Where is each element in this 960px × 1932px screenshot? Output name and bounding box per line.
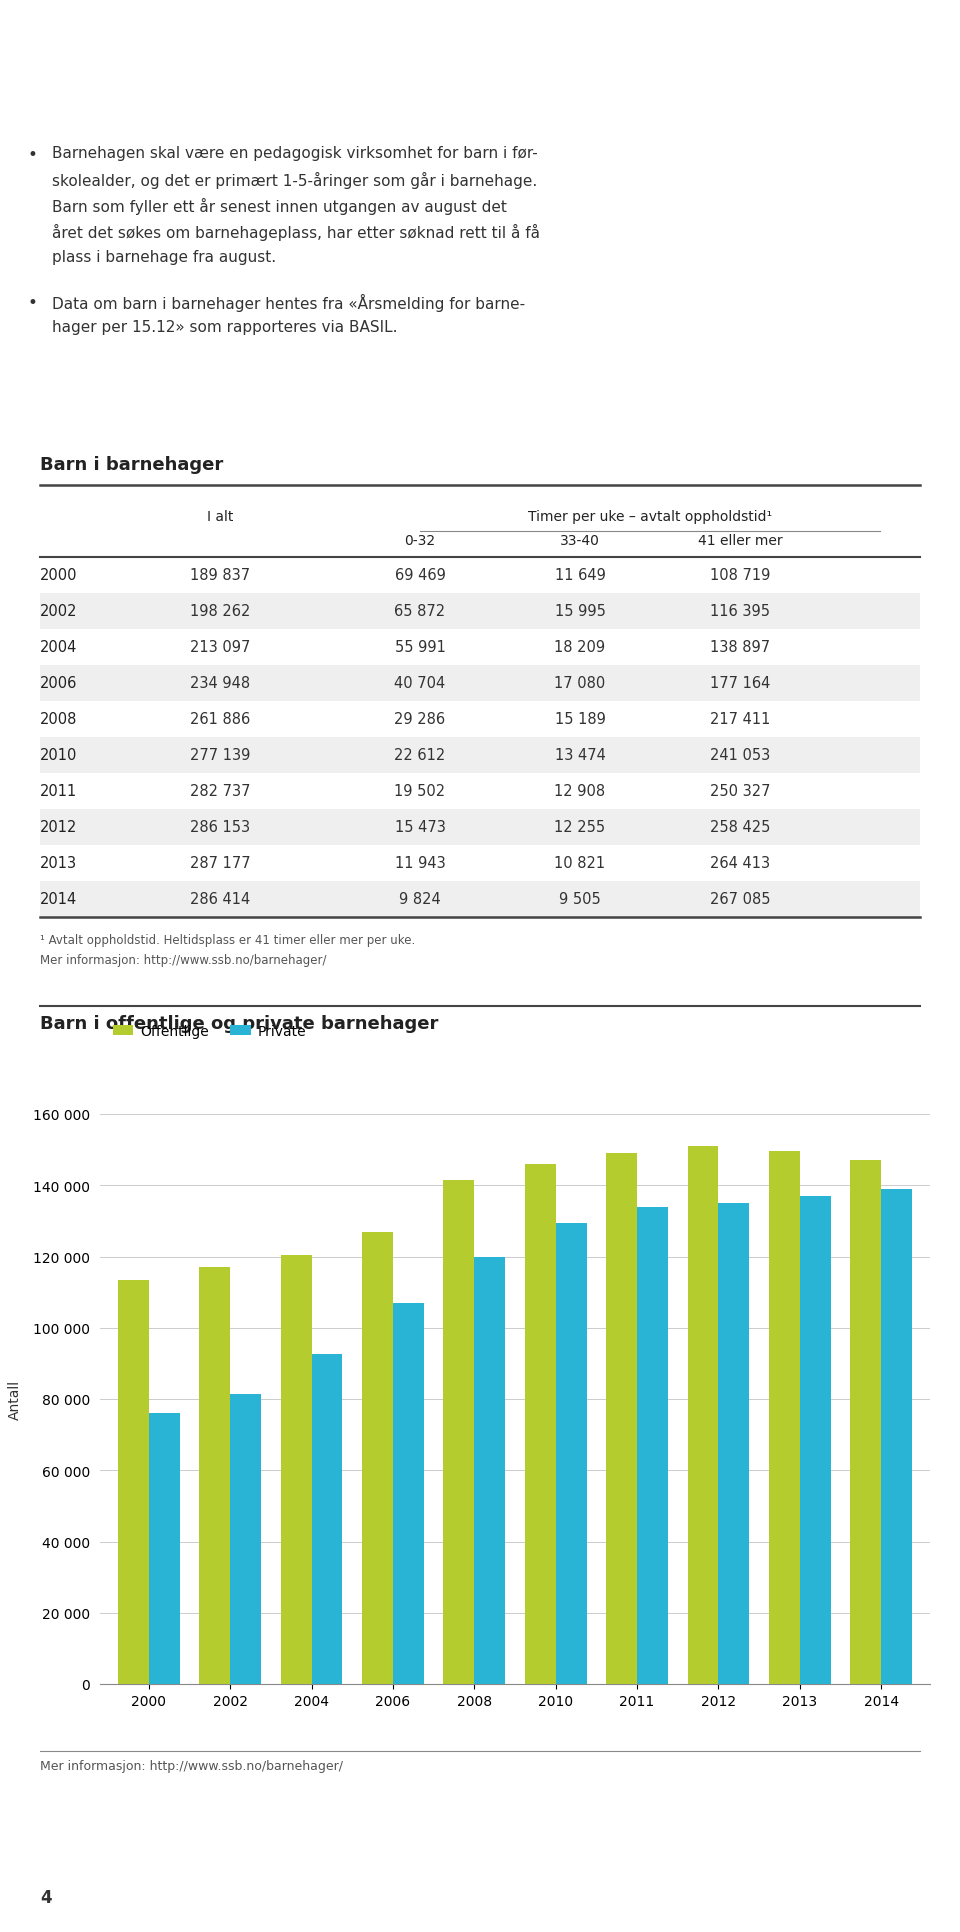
Text: 11 943: 11 943	[395, 856, 445, 871]
Text: 138 897: 138 897	[710, 639, 770, 655]
Text: 17 080: 17 080	[554, 676, 606, 692]
Text: 0-32: 0-32	[404, 533, 436, 547]
Text: •: •	[28, 294, 37, 311]
Text: 189 837: 189 837	[190, 568, 250, 583]
Bar	[474, 1258, 505, 1685]
Bar	[40, 810, 920, 846]
Text: 55 991: 55 991	[395, 639, 445, 655]
Legend: Offentlige, Private: Offentlige, Private	[107, 1018, 312, 1043]
Text: Mer informasjon: http://www.ssb.no/barnehager/: Mer informasjon: http://www.ssb.no/barne…	[40, 1760, 343, 1772]
Bar	[312, 1354, 343, 1685]
Bar	[118, 1281, 149, 1685]
Text: 2011: 2011	[40, 784, 77, 800]
Bar	[362, 1233, 393, 1685]
Text: 250 327: 250 327	[709, 784, 770, 800]
Bar	[718, 1204, 750, 1685]
Text: plass i barnehage fra august.: plass i barnehage fra august.	[52, 249, 276, 265]
Text: 15 189: 15 189	[555, 713, 606, 726]
Text: 9 505: 9 505	[559, 893, 601, 906]
Text: 2010: 2010	[40, 748, 78, 763]
Text: 258 425: 258 425	[709, 819, 770, 835]
Text: 12 908: 12 908	[555, 784, 606, 800]
Text: 108 719: 108 719	[709, 568, 770, 583]
Text: 264 413: 264 413	[710, 856, 770, 871]
Text: skolealder, og det er primært 1-5-åringer som går i barnehage.: skolealder, og det er primært 1-5-åringe…	[52, 172, 538, 189]
Text: 13 474: 13 474	[555, 748, 606, 763]
Bar	[393, 1304, 424, 1685]
Text: 33-40: 33-40	[560, 533, 600, 547]
Bar	[40, 738, 920, 773]
Bar	[851, 1161, 881, 1685]
Bar	[149, 1414, 180, 1685]
Text: 261 886: 261 886	[190, 713, 251, 726]
Text: 267 085: 267 085	[709, 893, 770, 906]
Text: 41 eller mer: 41 eller mer	[698, 533, 782, 547]
Bar	[800, 1196, 830, 1685]
Text: 2. Barnehager: 2. Barnehager	[28, 44, 296, 77]
Text: 69 469: 69 469	[395, 568, 445, 583]
Text: 2014: 2014	[40, 893, 77, 906]
Bar	[769, 1151, 800, 1685]
Text: Barn i barnehager: Barn i barnehager	[40, 456, 224, 473]
Text: 282 737: 282 737	[190, 784, 251, 800]
Text: 2008: 2008	[40, 713, 78, 726]
Text: 286 414: 286 414	[190, 893, 251, 906]
Text: 2013: 2013	[40, 856, 77, 871]
Text: 18 209: 18 209	[555, 639, 606, 655]
Text: hager per 15.12» som rapporteres via BASIL.: hager per 15.12» som rapporteres via BAS…	[52, 321, 397, 334]
Bar	[280, 1256, 312, 1685]
Bar	[230, 1393, 261, 1685]
Bar	[687, 1146, 718, 1685]
Text: 10 821: 10 821	[555, 856, 606, 871]
Text: 198 262: 198 262	[190, 605, 251, 618]
Text: Barn som fyller ett år senest innen utgangen av august det: Barn som fyller ett år senest innen utga…	[52, 197, 507, 214]
Text: 12 255: 12 255	[555, 819, 606, 835]
Text: 287 177: 287 177	[190, 856, 251, 871]
Text: 4: 4	[40, 1888, 52, 1907]
Text: ¹ Avtalt oppholdstid. Heltidsplass er 41 timer eller mer per uke.: ¹ Avtalt oppholdstid. Heltidsplass er 41…	[40, 933, 416, 947]
Text: 29 286: 29 286	[395, 713, 445, 726]
Bar	[40, 667, 920, 701]
Bar	[444, 1180, 474, 1685]
Bar	[40, 881, 920, 918]
Text: 213 097: 213 097	[190, 639, 251, 655]
Text: 241 053: 241 053	[709, 748, 770, 763]
Text: I alt: I alt	[206, 510, 233, 524]
Text: Data om barn i barnehager hentes fra «Årsmelding for barne-: Data om barn i barnehager hentes fra «År…	[52, 294, 525, 311]
Text: 234 948: 234 948	[190, 676, 250, 692]
Text: 2006: 2006	[40, 676, 78, 692]
Text: 2012: 2012	[40, 819, 78, 835]
Text: 15 473: 15 473	[395, 819, 445, 835]
Text: Mer informasjon: http://www.ssb.no/barnehager/: Mer informasjon: http://www.ssb.no/barne…	[40, 954, 326, 966]
Text: 65 872: 65 872	[395, 605, 445, 618]
Text: 19 502: 19 502	[395, 784, 445, 800]
Text: •: •	[28, 147, 37, 164]
Text: Timer per uke – avtalt oppholdstid¹: Timer per uke – avtalt oppholdstid¹	[528, 510, 772, 524]
Text: 9 824: 9 824	[399, 893, 441, 906]
Bar	[556, 1223, 587, 1685]
Bar	[881, 1190, 912, 1685]
Text: Barnehagen skal være en pedagogisk virksomhet for barn i før-: Barnehagen skal være en pedagogisk virks…	[52, 147, 538, 160]
Text: 277 139: 277 139	[190, 748, 251, 763]
Bar	[40, 593, 920, 630]
Text: 177 164: 177 164	[709, 676, 770, 692]
Bar	[606, 1153, 637, 1685]
Bar	[637, 1208, 668, 1685]
Text: 15 995: 15 995	[555, 605, 606, 618]
Text: 2004: 2004	[40, 639, 78, 655]
Y-axis label: Antall: Antall	[8, 1379, 22, 1420]
Text: 217 411: 217 411	[709, 713, 770, 726]
Bar	[200, 1267, 230, 1685]
Text: 2000: 2000	[40, 568, 78, 583]
Text: 116 395: 116 395	[710, 605, 770, 618]
Text: 2002: 2002	[40, 605, 78, 618]
Text: året det søkes om barnehageplass, har etter søknad rett til å få: året det søkes om barnehageplass, har et…	[52, 224, 540, 242]
Text: 40 704: 40 704	[395, 676, 445, 692]
Text: 286 153: 286 153	[190, 819, 250, 835]
Text: Barn i offentlige og private barnehager: Barn i offentlige og private barnehager	[40, 1014, 439, 1032]
Text: 22 612: 22 612	[395, 748, 445, 763]
Bar	[525, 1165, 556, 1685]
Text: 11 649: 11 649	[555, 568, 606, 583]
